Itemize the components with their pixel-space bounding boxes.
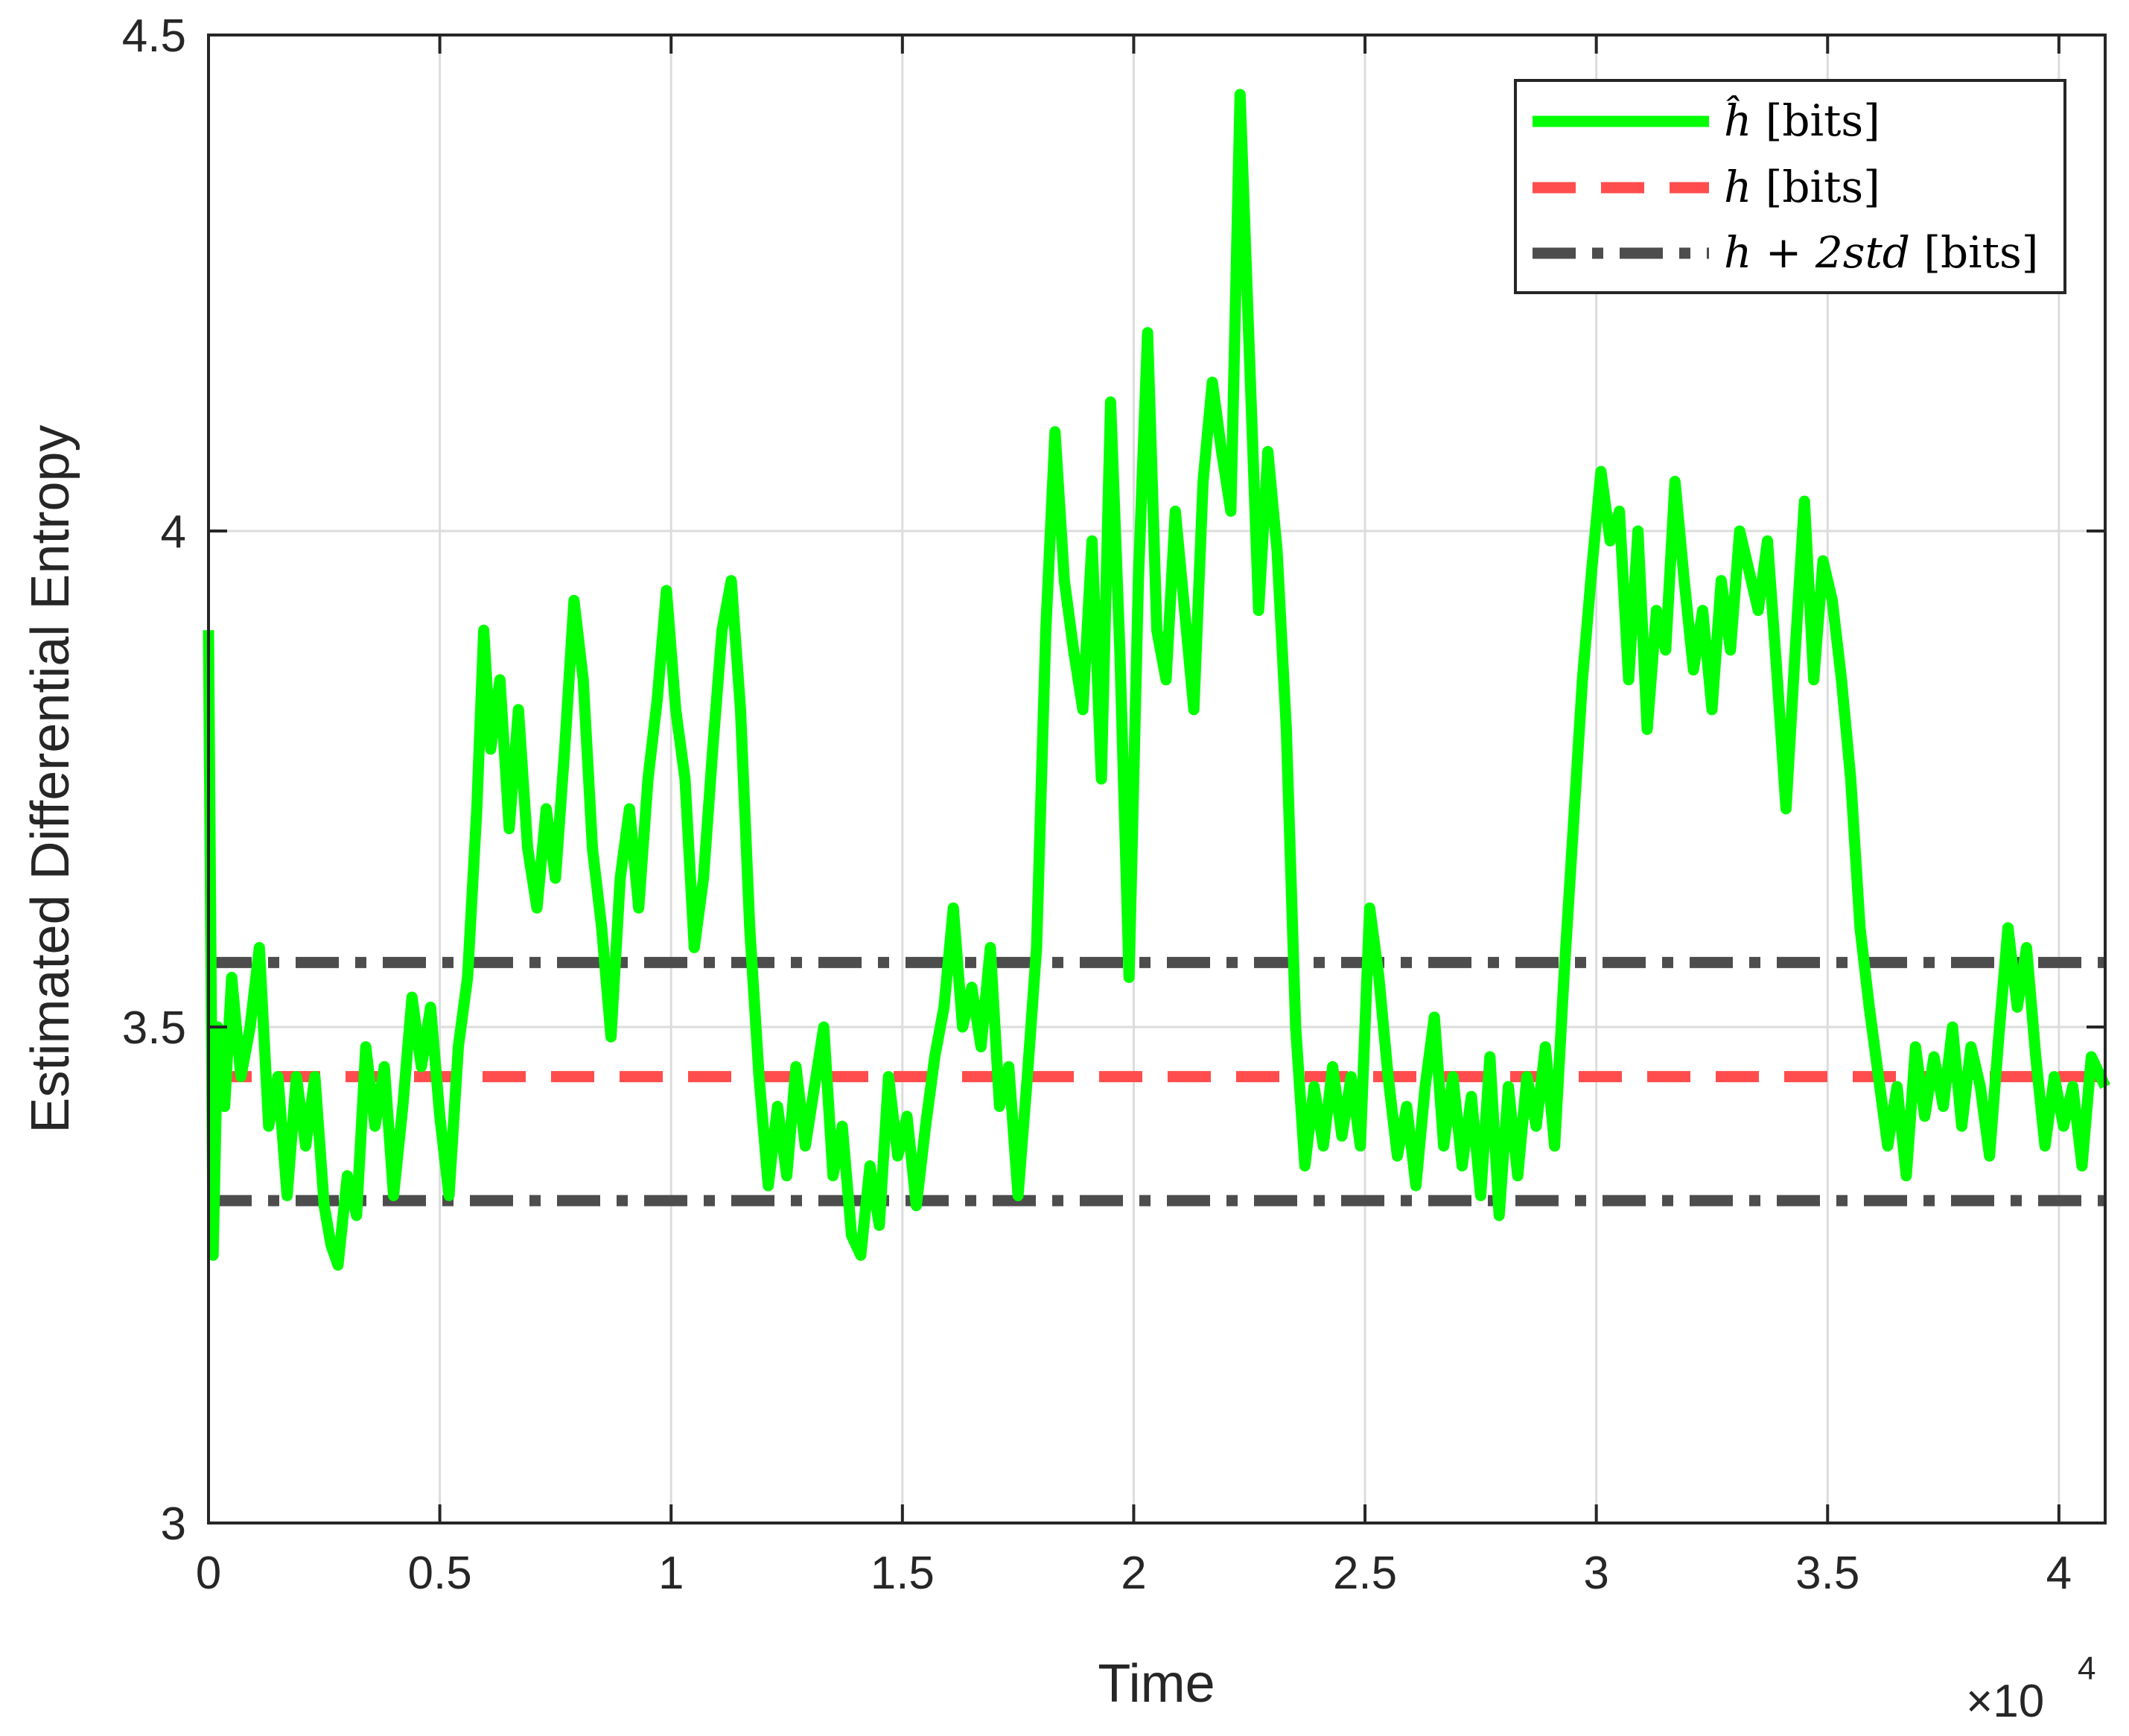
x-tick-label: 0 — [196, 1548, 221, 1599]
bound-lines — [209, 956, 2105, 1206]
legend-label-true: h [bits] — [1724, 162, 1880, 212]
legend-label-bound: h + 2std [bits] — [1724, 227, 2038, 278]
x-tick-label: 3.5 — [1795, 1548, 1859, 1599]
x-tick-label: 1 — [658, 1548, 684, 1599]
x-axis-label: Time — [1098, 1654, 1215, 1714]
x-exponent-power: 4 — [2078, 1650, 2095, 1687]
x-tick-label: 1.5 — [871, 1548, 935, 1599]
x-tick-label: 4 — [2046, 1548, 2072, 1599]
series-lines — [203, 89, 2110, 1271]
y-tick-label: 4.5 — [122, 10, 186, 62]
x-tick-label: 3 — [1583, 1548, 1608, 1599]
x-exponent-label: ×10 — [1966, 1676, 2044, 1727]
estimated-entropy-line — [203, 89, 2110, 1271]
x-tick-label: 0.5 — [408, 1548, 472, 1599]
y-tick-label: 4 — [161, 506, 186, 558]
legend: ĥ [bits] h [bits] h + 2std [bits] — [1514, 79, 2066, 294]
y-axis-label: Estimated Differential Entropy — [21, 425, 80, 1133]
y-tick-label: 3 — [161, 1498, 186, 1550]
x-tick-label: 2 — [1121, 1548, 1146, 1599]
y-tick-label: 3.5 — [122, 1002, 186, 1054]
legend-label-estimate: ĥ [bits] — [1724, 95, 1880, 146]
x-tick-label: 2.5 — [1333, 1548, 1397, 1599]
plot-frame — [207, 34, 2107, 1524]
axis-ticks: 0 0.5 1 1.5 2 2.5 3 3.5 4 3 3.5 4 4.5 — [122, 10, 2105, 1599]
